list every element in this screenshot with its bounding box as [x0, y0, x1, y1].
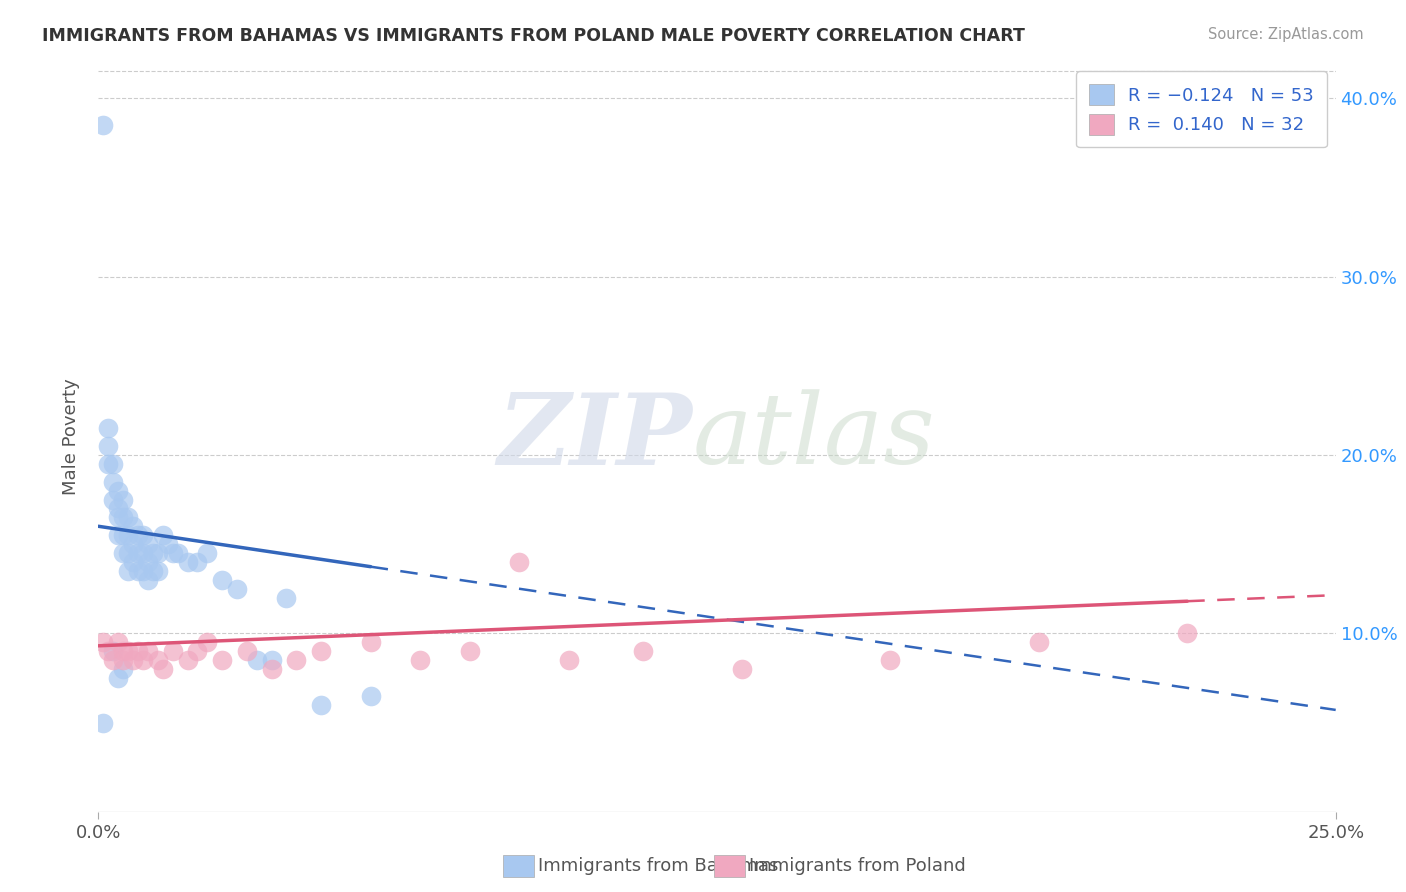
Point — [132, 564, 155, 578]
Point — [132, 546, 155, 560]
Point — [117, 564, 139, 578]
Point — [309, 698, 332, 712]
Point — [112, 528, 135, 542]
Point — [112, 510, 135, 524]
Point — [117, 546, 139, 560]
Point — [360, 689, 382, 703]
Point — [136, 555, 159, 569]
Point — [122, 537, 145, 551]
Point — [107, 501, 129, 516]
Point — [409, 653, 432, 667]
Point — [103, 475, 125, 489]
Y-axis label: Male Poverty: Male Poverty — [62, 379, 80, 495]
Point — [195, 546, 218, 560]
Point — [103, 457, 125, 471]
Point — [117, 510, 139, 524]
Point — [162, 546, 184, 560]
Point — [152, 528, 174, 542]
Point — [458, 644, 481, 658]
Point — [195, 635, 218, 649]
Point — [236, 644, 259, 658]
Point — [122, 519, 145, 533]
Point — [97, 421, 120, 435]
Point — [731, 662, 754, 676]
Point — [107, 510, 129, 524]
Point — [557, 653, 579, 667]
Point — [260, 653, 283, 667]
Legend: R = −0.124   N = 53, R =  0.140   N = 32: R = −0.124 N = 53, R = 0.140 N = 32 — [1076, 71, 1327, 147]
Point — [508, 555, 530, 569]
Point — [1175, 626, 1198, 640]
Point — [176, 555, 198, 569]
Point — [107, 635, 129, 649]
Point — [146, 653, 169, 667]
Point — [879, 653, 901, 667]
Point — [93, 715, 115, 730]
Point — [97, 439, 120, 453]
Point — [136, 644, 159, 658]
Point — [146, 564, 169, 578]
Point — [93, 118, 115, 132]
Point — [166, 546, 188, 560]
Point — [103, 492, 125, 507]
Point — [103, 644, 125, 658]
Point — [1028, 635, 1050, 649]
Point — [103, 653, 125, 667]
Point — [276, 591, 298, 605]
Point — [93, 635, 115, 649]
Point — [112, 546, 135, 560]
Point — [107, 671, 129, 685]
Point — [112, 644, 135, 658]
Point — [97, 457, 120, 471]
Bar — [714, 855, 745, 877]
Point — [107, 528, 129, 542]
Point — [127, 564, 149, 578]
Point — [136, 573, 159, 587]
Point — [631, 644, 654, 658]
Point — [142, 564, 165, 578]
Point — [122, 555, 145, 569]
Point — [107, 483, 129, 498]
Point — [246, 653, 269, 667]
Point — [156, 537, 179, 551]
Text: Immigrants from Poland: Immigrants from Poland — [749, 857, 966, 875]
Text: IMMIGRANTS FROM BAHAMAS VS IMMIGRANTS FROM POLAND MALE POVERTY CORRELATION CHART: IMMIGRANTS FROM BAHAMAS VS IMMIGRANTS FR… — [42, 27, 1025, 45]
Text: ZIP: ZIP — [498, 389, 692, 485]
Text: Immigrants from Bahamas: Immigrants from Bahamas — [538, 857, 779, 875]
Text: atlas: atlas — [692, 390, 935, 484]
Point — [309, 644, 332, 658]
Point — [112, 662, 135, 676]
Point — [136, 537, 159, 551]
Point — [117, 644, 139, 658]
Point — [186, 555, 208, 569]
Point — [112, 653, 135, 667]
Point — [176, 653, 198, 667]
Point — [260, 662, 283, 676]
Point — [112, 492, 135, 507]
Point — [152, 662, 174, 676]
Point — [127, 644, 149, 658]
Point — [122, 653, 145, 667]
Point — [97, 644, 120, 658]
Point — [211, 573, 233, 587]
Point — [146, 546, 169, 560]
Point — [117, 528, 139, 542]
Bar — [503, 855, 534, 877]
Point — [127, 546, 149, 560]
Point — [132, 528, 155, 542]
Point — [360, 635, 382, 649]
Point — [162, 644, 184, 658]
Point — [142, 546, 165, 560]
Point — [132, 653, 155, 667]
Point — [127, 528, 149, 542]
Point — [226, 582, 249, 596]
Point — [211, 653, 233, 667]
Point — [186, 644, 208, 658]
Text: Source: ZipAtlas.com: Source: ZipAtlas.com — [1208, 27, 1364, 42]
Point — [285, 653, 308, 667]
